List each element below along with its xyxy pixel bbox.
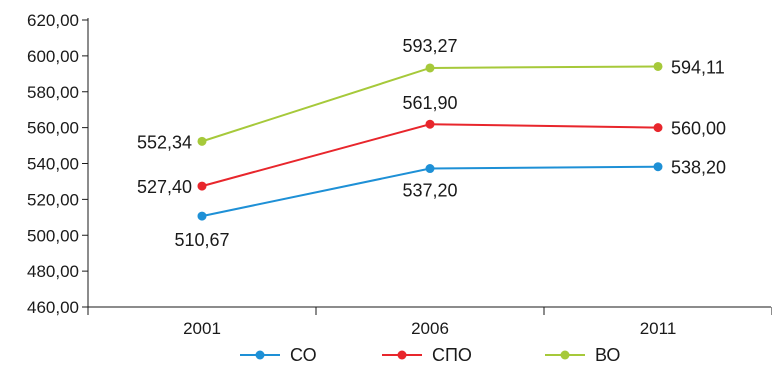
legend-label: СПО (432, 345, 472, 365)
legend-label: ВО (595, 345, 620, 365)
data-point (197, 136, 207, 146)
y-tick-label: 620,00 (27, 11, 79, 30)
data-label: 510,67 (174, 230, 229, 250)
legend-marker (255, 350, 265, 360)
y-tick-label: 600,00 (27, 47, 79, 66)
legend: СО СПО ВО (240, 345, 620, 365)
y-tick-label: 500,00 (27, 226, 79, 245)
data-point (197, 181, 207, 191)
data-label: 594,11 (671, 57, 725, 77)
data-label: 527,40 (137, 177, 192, 197)
data-label: 538,20 (671, 158, 726, 178)
data-label: 593,27 (402, 36, 457, 56)
axes: 460,00 480,00 500,00 520,00 540,00 560,00 580,… (27, 11, 772, 338)
series-line (201, 123, 659, 188)
y-tick-label: 560,00 (27, 119, 79, 138)
legend-label: СО (290, 345, 317, 365)
legend-marker (560, 350, 570, 360)
data-point (653, 162, 663, 172)
data-point (425, 63, 435, 73)
data-label: 561,90 (402, 93, 457, 113)
x-tick-label: 2011 (640, 319, 677, 338)
series-layer (197, 61, 663, 221)
data-label: 552,34 (137, 132, 192, 152)
y-tick-label: 520,00 (27, 190, 79, 209)
data-point (425, 119, 435, 129)
data-label: 560,00 (671, 119, 726, 139)
y-tick-label: 480,00 (27, 262, 79, 281)
x-tick-label: 2006 (411, 319, 449, 338)
y-tick-label: 540,00 (27, 155, 79, 174)
x-tick-label: 2001 (183, 319, 221, 338)
data-label: 537,20 (402, 181, 457, 201)
data-labels: 510,67 537,20 538,20 527,40 561,90 560,00 552,… (137, 36, 726, 250)
legend-marker (397, 350, 407, 360)
y-tick-label: 580,00 (27, 83, 79, 102)
y-tick-label: 460,00 (27, 298, 79, 317)
data-point (653, 61, 663, 71)
data-point (425, 164, 435, 174)
data-point (653, 123, 663, 133)
data-point (197, 211, 207, 221)
